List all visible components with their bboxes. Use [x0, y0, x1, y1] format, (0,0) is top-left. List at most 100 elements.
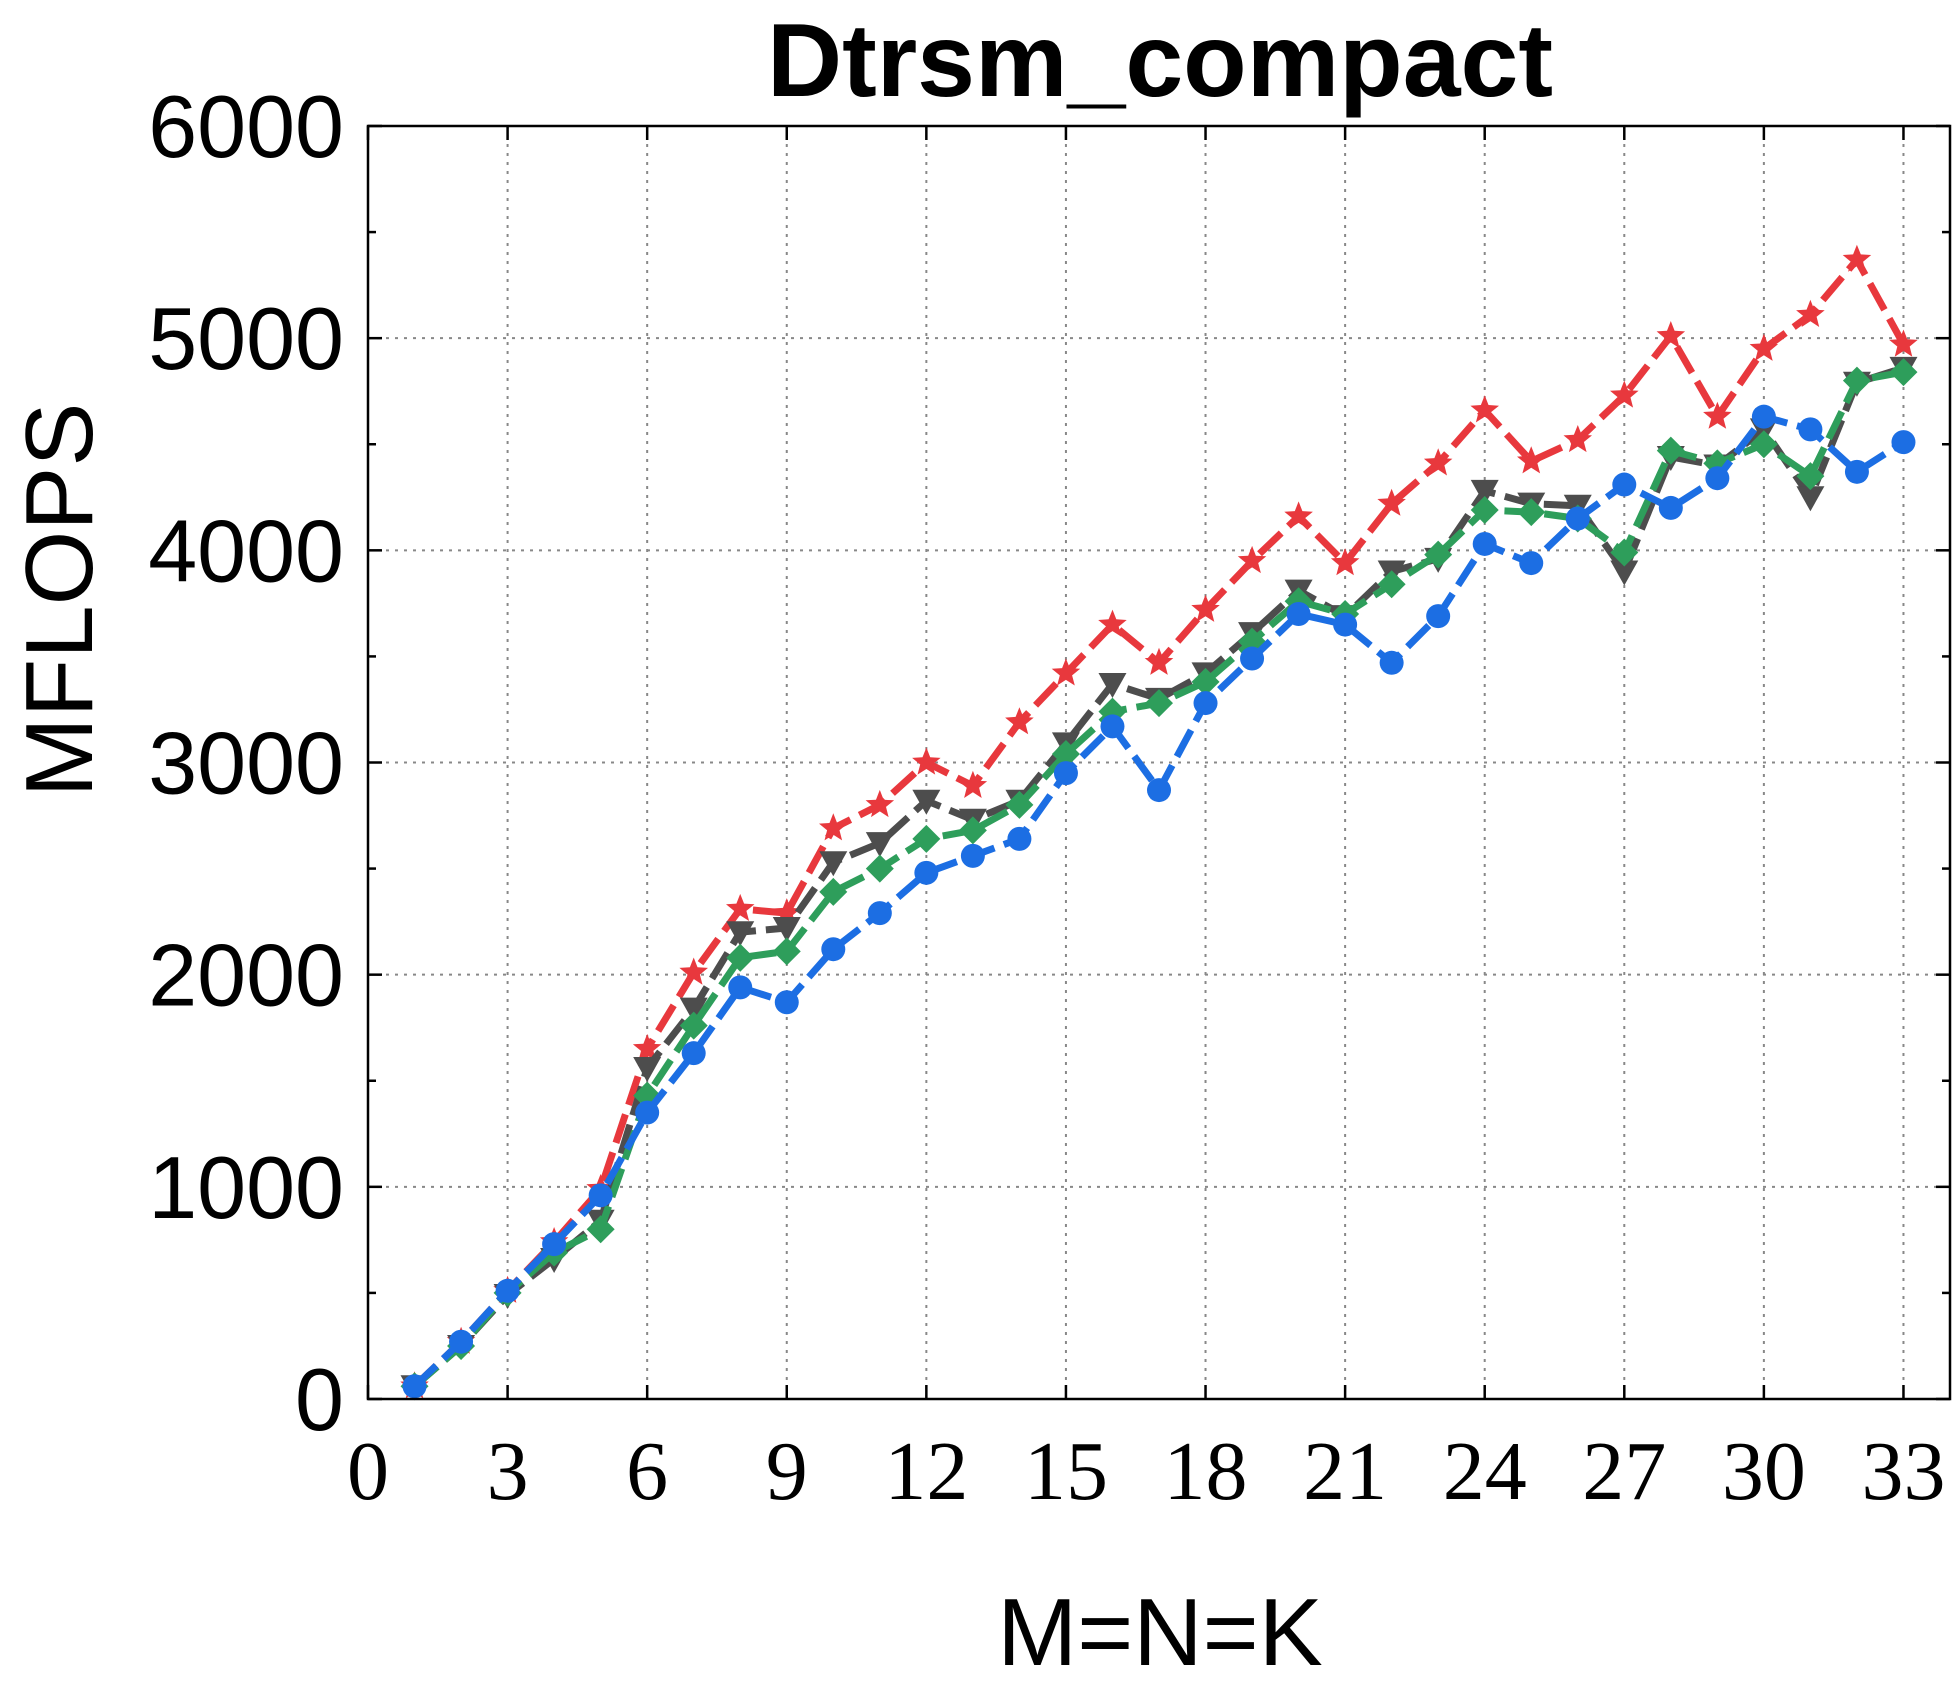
data-point-circle: [1798, 417, 1823, 442]
data-point-star: [1749, 333, 1779, 361]
data-point-diamond: [726, 943, 755, 972]
data-point-star: [819, 813, 848, 841]
data-point-circle: [1147, 778, 1171, 803]
data-point-circle: [1612, 472, 1637, 497]
data-point-circle: [588, 1183, 613, 1208]
y-tick-label: 3000: [148, 714, 344, 813]
y-tick-label: 5000: [148, 289, 344, 388]
data-point-star: [912, 747, 941, 775]
data-point-diamond: [679, 1011, 708, 1040]
data-point-star: [1796, 299, 1825, 327]
data-point-diamond: [1610, 538, 1639, 567]
data-point-star: [1470, 395, 1499, 423]
data-point-circle: [728, 975, 753, 1000]
data-point-star: [1517, 446, 1546, 474]
data-point-circle: [1193, 691, 1218, 716]
series-line: [412, 364, 1905, 1389]
data-point-diamond: [1424, 540, 1453, 569]
data-point-star: [1563, 425, 1592, 453]
data-point-diamond: [912, 824, 941, 853]
data-point-diamond: [586, 1215, 615, 1244]
x-tick-label: 3: [487, 1425, 529, 1518]
data-point-star: [1703, 401, 1732, 429]
data-point-circle: [1426, 604, 1451, 629]
series-3: [402, 404, 1916, 1399]
data-point-star: [865, 789, 895, 818]
data-point-circle: [774, 990, 799, 1015]
data-point-star: [1051, 658, 1081, 686]
data-point-circle: [1007, 826, 1032, 851]
data-point-circle: [821, 937, 846, 962]
data-point-circle: [681, 1041, 706, 1066]
data-point-star: [1377, 488, 1406, 516]
data-point-circle: [449, 1329, 474, 1354]
x-tick-label: 27: [1582, 1425, 1666, 1518]
y-tick-label: 4000: [148, 501, 344, 600]
data-point-triangle: [1470, 479, 1499, 505]
series-line: [412, 368, 1905, 1389]
data-point-star: [1842, 244, 1872, 272]
x-tick-label: 9: [766, 1425, 808, 1518]
data-point-circle: [1240, 646, 1265, 671]
data-point-circle: [1844, 459, 1869, 484]
y-tick-label: 6000: [148, 77, 344, 176]
data-point-star: [1005, 707, 1034, 735]
data-point-circle: [402, 1374, 427, 1399]
data-point-star: [1656, 321, 1686, 349]
chart-title: Dtrsm_compact: [767, 3, 1553, 119]
data-point-triangle: [633, 1057, 662, 1083]
data-point-star: [958, 770, 988, 798]
data-point-circle: [1100, 714, 1125, 739]
data-point-diamond: [1842, 366, 1871, 395]
data-point-diamond: [1517, 498, 1546, 527]
x-tick-label: 6: [626, 1425, 668, 1518]
data-point-star: [1330, 548, 1360, 576]
x-tick-label: 33: [1861, 1425, 1945, 1518]
data-point-star: [726, 893, 755, 921]
data-point-star: [679, 957, 708, 985]
data-point-star: [1237, 545, 1267, 574]
data-point-circle: [1472, 531, 1497, 556]
x-tick-label: 30: [1722, 1425, 1806, 1518]
grid: [368, 126, 1950, 1399]
data-point-triangle: [726, 921, 755, 947]
data-point-diamond: [958, 816, 987, 845]
data-point-circle: [960, 843, 985, 868]
data-point-circle: [635, 1100, 660, 1125]
data-point-triangle: [1610, 560, 1639, 586]
data-point-star: [1423, 448, 1453, 476]
x-tick-label: 24: [1443, 1425, 1527, 1518]
data-point-triangle: [865, 832, 894, 858]
data-point-circle: [1379, 650, 1404, 675]
data-point-star: [1610, 380, 1639, 408]
y-tick-label: 2000: [148, 926, 344, 1025]
data-point-circle: [542, 1232, 567, 1257]
data-point-diamond: [1656, 436, 1685, 465]
data-point-diamond: [1145, 689, 1173, 718]
data-point-circle: [495, 1278, 520, 1303]
data-point-diamond: [1749, 430, 1778, 459]
ticks: 0 1000 2000 3000 4000 5000 6000 0 3 6 9 12 15 18 21 24 2…: [148, 77, 1950, 1518]
data-point-diamond: [1796, 462, 1825, 491]
data-point-triangle: [912, 789, 941, 815]
series-0: [400, 244, 1918, 1399]
data-point-triangle: [1098, 672, 1127, 698]
data-point-diamond: [1051, 740, 1080, 769]
data-point-circle: [1565, 506, 1590, 531]
data-point-circle: [1286, 601, 1311, 626]
data-point-star: [1098, 609, 1127, 637]
series-line: [412, 413, 1906, 1389]
x-tick-label: 18: [1164, 1425, 1248, 1518]
data-point-circle: [1519, 551, 1544, 576]
x-tick-label: 15: [1024, 1425, 1108, 1518]
data-point-diamond: [1191, 667, 1220, 696]
data-point-triangle: [1796, 486, 1825, 512]
data-point-circle: [867, 901, 892, 926]
data-point-circle: [914, 860, 939, 885]
data-point-triangle: [819, 851, 848, 877]
series-layer: [400, 244, 1918, 1401]
y-tick-label: 0: [295, 1350, 344, 1449]
data-point-diamond: [1005, 790, 1034, 819]
data-point-star: [1191, 594, 1220, 622]
